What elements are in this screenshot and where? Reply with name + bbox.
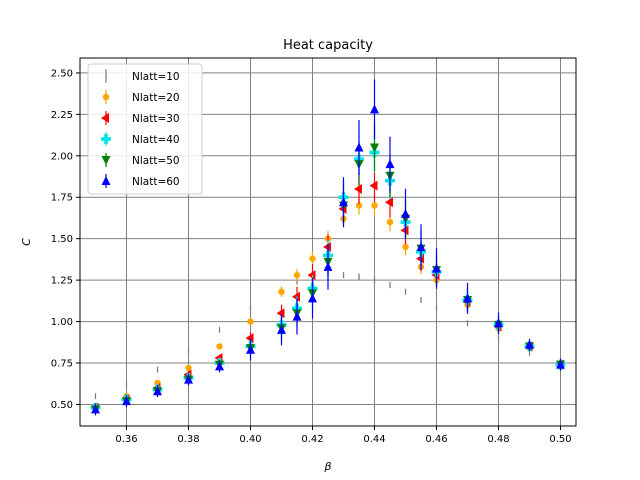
data-point	[494, 318, 503, 328]
data-point	[339, 197, 348, 207]
data-point	[385, 197, 393, 208]
data-point	[292, 291, 300, 302]
data-point	[292, 311, 302, 321]
legend-label: Nlatt=60	[132, 176, 180, 188]
data-point	[184, 374, 193, 384]
legend-item: Nlatt=10	[105, 69, 180, 83]
data-point	[309, 255, 316, 262]
grid-lines	[80, 58, 576, 426]
legend-marker	[102, 93, 110, 101]
y-tick-label: 1.25	[51, 276, 73, 287]
legend-box	[87, 63, 203, 195]
data-point	[323, 241, 331, 252]
data-point	[323, 261, 333, 271]
x-tick-label: 0.46	[425, 434, 447, 445]
legend-item: Nlatt=30	[101, 111, 180, 125]
y-tick-label: 1.50	[51, 234, 73, 245]
legend-label: Nlatt=40	[132, 134, 180, 146]
legend-item: Nlatt=50	[101, 153, 180, 167]
data-point	[354, 142, 364, 152]
legend-label: Nlatt=30	[132, 113, 180, 125]
legend-marker	[101, 113, 109, 123]
data-point	[385, 159, 395, 169]
x-tick-label: 0.40	[239, 434, 261, 445]
y-tick-label: 1.00	[51, 317, 73, 328]
data-point	[216, 343, 223, 350]
data-point	[122, 396, 131, 406]
legend-item: Nlatt=40	[101, 132, 180, 146]
x-tick-label: 0.48	[487, 434, 509, 445]
legend-item: Nlatt=20	[102, 90, 180, 104]
y-tick-label: 2.50	[51, 68, 73, 79]
data-point	[386, 218, 394, 226]
data-point	[293, 271, 301, 279]
x-tick-label: 0.42	[301, 434, 323, 445]
data-point	[370, 104, 379, 114]
data-point	[91, 404, 100, 414]
data-point	[370, 143, 379, 153]
data-point	[556, 359, 565, 369]
legend-label: Nlatt=20	[132, 92, 180, 104]
legend-item: Nlatt=60	[101, 174, 180, 188]
data-point	[247, 318, 254, 325]
y-tick-label: 2.00	[51, 151, 73, 162]
data-point	[369, 180, 378, 191]
data-point	[308, 293, 317, 303]
legend-marker	[101, 176, 111, 185]
x-tick-label: 0.36	[115, 434, 137, 445]
x-axis-ticks: 0.36 0.38 0.40 0.42 0.44 0.46 0.48 0.50	[115, 426, 572, 445]
data-point	[354, 183, 362, 194]
data-point	[278, 288, 285, 295]
chart-title: Heat capacity	[283, 38, 373, 53]
legend-label: Nlatt=10	[132, 71, 180, 83]
data-point	[401, 208, 410, 218]
data-point	[400, 225, 409, 236]
plot-frame	[79, 57, 577, 427]
y-tick-label: 2.25	[51, 110, 73, 121]
data-point	[355, 202, 363, 209]
data-point	[307, 270, 316, 281]
data-point	[153, 386, 162, 396]
plot-area	[90, 79, 566, 416]
data-point	[276, 308, 285, 319]
x-tick-label: 0.50	[549, 434, 571, 445]
data-point	[245, 333, 254, 344]
x-axis-label: β	[323, 460, 331, 473]
data-point	[215, 361, 224, 371]
data-point	[246, 344, 255, 354]
legend-label: Nlatt=50	[132, 155, 180, 167]
legend-marker	[101, 156, 111, 165]
y-tick-label: 0.50	[51, 400, 73, 411]
data-point	[371, 202, 378, 209]
x-tick-label: 0.38	[177, 434, 199, 445]
data-point	[432, 263, 441, 273]
y-tick-label: 0.75	[51, 359, 73, 370]
y-axis-ticks: 0.50 0.75 1.00 1.25 1.50 1.75 2.00 2.25 2.50	[51, 68, 80, 411]
data-point	[277, 324, 286, 334]
y-axis-label: C	[20, 238, 33, 246]
y-tick-label: 1.75	[51, 193, 73, 204]
data-point	[416, 241, 426, 251]
legend-marker	[101, 134, 111, 144]
data-point	[185, 364, 192, 372]
data-point	[525, 339, 534, 349]
legend: Nlatt=10 Nlatt=20 Nlatt=30 Nlatt=40 Nlatt=50…	[87, 63, 203, 195]
x-tick-label: 0.44	[363, 434, 385, 445]
data-point	[402, 243, 409, 251]
series-nlatt-60	[91, 79, 565, 416]
data-point	[463, 293, 472, 303]
